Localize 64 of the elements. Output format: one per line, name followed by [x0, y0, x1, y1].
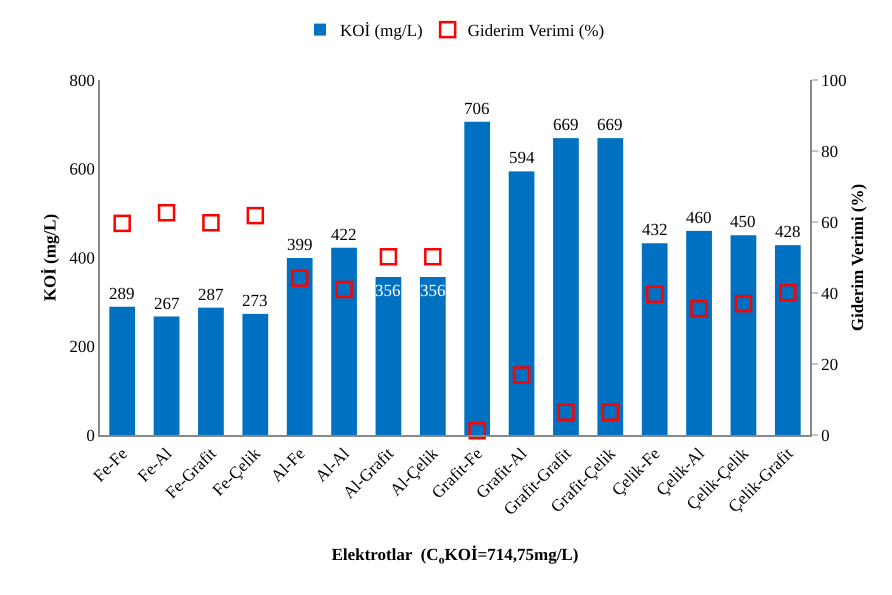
- bar: [331, 248, 357, 435]
- point: [602, 404, 620, 422]
- y2-tick-label: 60: [821, 212, 838, 232]
- point: [246, 206, 264, 224]
- legend-label: Giderim Verimi (%): [468, 21, 604, 40]
- data-label: 399: [287, 235, 312, 254]
- data-label: 287: [198, 285, 224, 304]
- data-label: 594: [509, 148, 535, 167]
- bar: [553, 138, 579, 435]
- point: [290, 269, 308, 287]
- bar: [376, 277, 402, 435]
- point: [512, 366, 530, 384]
- bar: [242, 314, 268, 435]
- bar: [198, 308, 224, 435]
- bar: [730, 235, 756, 435]
- bar: [642, 243, 668, 435]
- y-axis-title: KOİ (mg/L): [40, 214, 60, 302]
- point: [335, 280, 353, 298]
- bar: [508, 171, 534, 435]
- point: [113, 214, 131, 232]
- data-label: 428: [775, 222, 800, 241]
- point: [646, 286, 664, 304]
- data-label: 706: [464, 99, 490, 118]
- y-tick-label: 800: [69, 70, 95, 90]
- data-label: 356: [420, 281, 446, 300]
- point: [202, 214, 220, 232]
- y2-tick-label: 80: [821, 142, 838, 161]
- x-axis-title: Elektrotlar (C$_{o}$KOİ=714,75mg/L): [332, 544, 578, 566]
- y2-tick-label: 20: [821, 354, 838, 374]
- y2-tick-label: 100: [821, 70, 847, 90]
- data-label: 460: [686, 208, 712, 227]
- point: [690, 300, 708, 318]
- bar: [420, 277, 446, 435]
- y2-axis-title: Giderim Verimi (%): [848, 184, 867, 332]
- y-tick-label: 0: [86, 426, 95, 445]
- bar: [286, 258, 313, 435]
- y2-tick-label: 0: [821, 426, 830, 445]
- data-label: 669: [597, 115, 622, 134]
- data-label: 273: [242, 291, 268, 310]
- bar: [154, 316, 180, 435]
- bar: [464, 122, 490, 435]
- data-label: 669: [553, 115, 578, 134]
- legend-label: KOİ (mg/L): [340, 21, 423, 40]
- point: [380, 248, 398, 266]
- y-tick-label: 200: [69, 337, 95, 356]
- data-label: 422: [331, 225, 356, 244]
- y-tick-label: 600: [69, 160, 95, 179]
- bar: [686, 230, 712, 435]
- point: [557, 404, 575, 422]
- data-label: 267: [154, 294, 180, 313]
- point: [158, 204, 176, 222]
- data-label: 356: [375, 281, 400, 300]
- data-label: 432: [642, 220, 668, 239]
- point: [468, 422, 486, 440]
- point: [779, 284, 797, 302]
- point: [424, 248, 442, 266]
- data-label: 450: [730, 212, 756, 231]
- bar: [109, 306, 136, 435]
- bar: [597, 138, 624, 435]
- y2-tick-label: 40: [821, 284, 838, 303]
- y-tick-label: 400: [69, 248, 95, 268]
- bar: [774, 245, 801, 435]
- data-label: 289: [109, 284, 134, 303]
- point: [734, 294, 752, 312]
